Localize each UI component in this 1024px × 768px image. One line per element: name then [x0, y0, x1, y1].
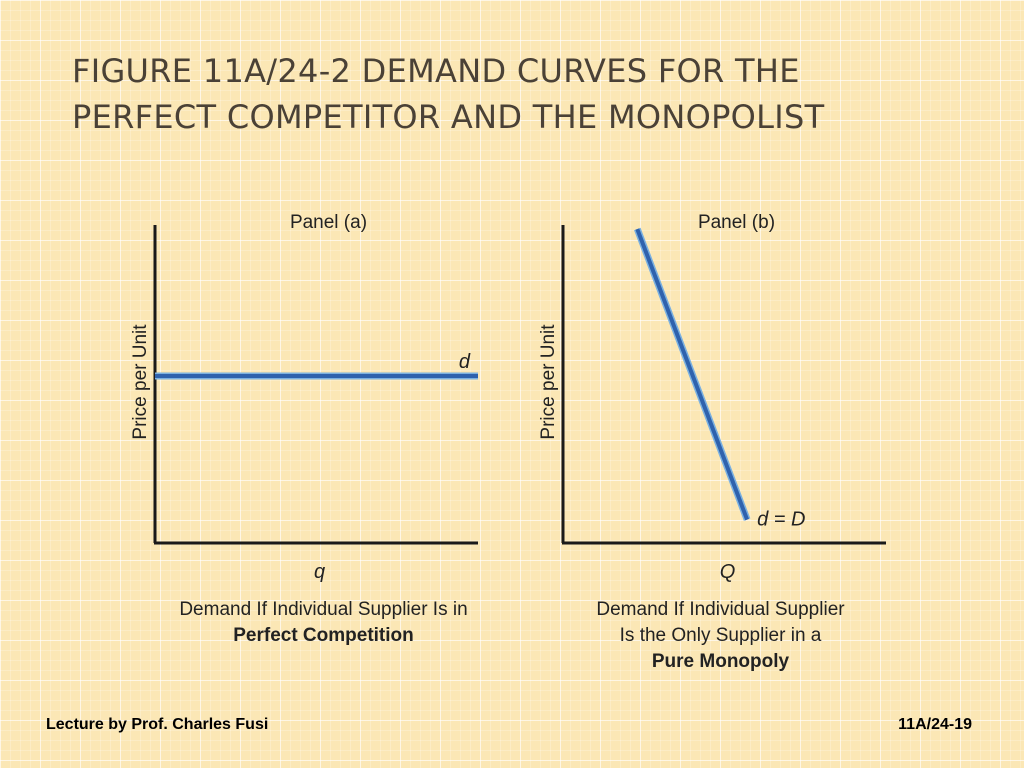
panel-a-caption-line-2: Perfect Competition [233, 625, 414, 646]
panel-a-y-axis-label: Price per Unit [130, 324, 151, 440]
panel-b-x-axis-label: Q [720, 561, 736, 583]
lecturer-credit: Lecture by Prof. Charles Fusi [46, 716, 269, 733]
panel-b-title: Panel (b) [698, 212, 775, 233]
slide-title-line-2: PERFECT COMPETITOR AND THE MONOPOLIST [72, 98, 825, 136]
slide-title-line-1: FIGURE 11A/24-2 DEMAND CURVES FOR THE [72, 52, 800, 90]
panel-b-caption-line-3: Pure Monopoly [652, 651, 790, 672]
panel-b-y-axis-label: Price per Unit [538, 324, 559, 440]
panel-b-demand-curve [635, 228, 749, 521]
panel-b-caption-line-2: Is the Only Supplier in a [620, 625, 822, 646]
panel-a-series-label: d [459, 351, 471, 373]
panel-a-title: Panel (a) [290, 212, 367, 233]
panel-a-caption-line-1: Demand If Individual Supplier Is in [179, 599, 467, 620]
panel-b-series-label: d = D [757, 509, 805, 531]
panel-b-caption-line-1: Demand If Individual Supplier [596, 599, 845, 620]
panel-a-x-axis-label: q [314, 561, 325, 583]
slide-title: FIGURE 11A/24-2 DEMAND CURVES FOR THE PE… [72, 48, 972, 140]
slide-number: 11A/24-19 [898, 716, 972, 733]
